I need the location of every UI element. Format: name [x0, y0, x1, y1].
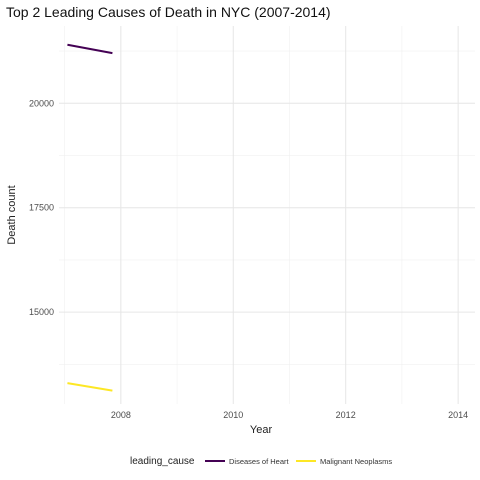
- minor-gridlines: [59, 26, 475, 404]
- legend: leading_cause Diseases of Heart Malignan…: [130, 456, 392, 467]
- y-tick-label: 20000: [29, 98, 54, 108]
- legend-label-diseases-of-heart: Diseases of Heart: [229, 457, 290, 466]
- x-tick-label: 2008: [111, 410, 131, 420]
- x-axis-title: Year: [250, 424, 273, 436]
- legend-label-malignant-neoplasms: Malignant Neoplasms: [320, 457, 392, 466]
- y-tick-label: 15000: [29, 307, 54, 317]
- y-axis-title: Death count: [6, 185, 18, 244]
- legend-title: leading_cause: [130, 456, 195, 467]
- x-tick-label: 2010: [223, 410, 243, 420]
- major-gridlines: [59, 26, 475, 404]
- series-line-diseases-of-heart: [67, 43, 113, 55]
- y-tick-label: 17500: [29, 203, 54, 213]
- chart-title: Top 2 Leading Causes of Death in NYC (20…: [6, 4, 331, 20]
- x-axis-ticks: 2008 2010 2012 2014: [111, 410, 468, 420]
- y-axis-ticks: 15000 17500 20000: [29, 98, 54, 317]
- x-tick-label: 2014: [448, 410, 468, 420]
- series-line-malignant-neoplasms: [67, 382, 113, 392]
- x-tick-label: 2012: [336, 410, 356, 420]
- series-lines: [67, 43, 113, 392]
